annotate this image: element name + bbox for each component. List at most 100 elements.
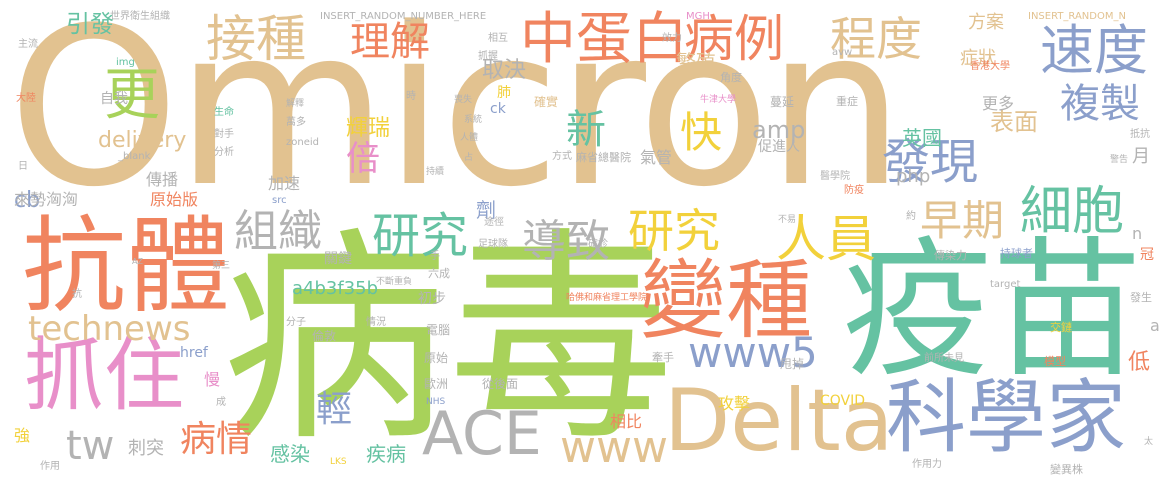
word-a: a	[1150, 316, 1160, 335]
word-xiangbi: 相比	[610, 412, 643, 431]
word-zaoqi: 早期	[920, 196, 1005, 245]
word-manyan: 蔓延	[770, 95, 795, 109]
word-renyuan: 人員	[776, 210, 876, 268]
word-xin: 新	[566, 107, 606, 153]
word-hku: 香港大學	[970, 61, 1010, 72]
word-fasheng: 發生	[1130, 291, 1152, 304]
word-img: img	[116, 57, 135, 68]
word-zhuliu: 主流	[18, 39, 38, 50]
word-yue: 月	[1132, 146, 1150, 167]
word-zuoyongli: 作用力	[912, 459, 942, 470]
word-tai: 太	[1144, 437, 1154, 447]
word-zoneid: zoneid	[286, 137, 319, 148]
word-xitong: 系統	[464, 115, 483, 125]
word-tujing: 途徑	[484, 217, 504, 228]
word-who: 世界衛生組織	[110, 11, 170, 22]
word-fangyi: 防疫	[844, 185, 864, 196]
word-wanduo: 萬多	[286, 117, 306, 128]
word-oxford: 牛津大學	[700, 95, 737, 105]
word-cujinren: 促進人	[758, 139, 800, 155]
word-shuaiding: 甩掉	[780, 357, 805, 371]
word-avw: avw	[832, 47, 853, 58]
word-chubu: 初步	[418, 291, 446, 307]
word-lijie: 理解	[350, 19, 430, 65]
word-qujue: 取決	[482, 58, 527, 83]
word-qianshou: 牽手	[652, 351, 674, 364]
word-sangshi: 喪失	[454, 95, 473, 105]
word-yingguo: 英國	[902, 126, 942, 150]
word-gengduo: 更多	[982, 94, 1015, 113]
word-lks: LKS	[330, 457, 347, 467]
word-www: www	[560, 422, 668, 473]
word-shi: 時	[406, 91, 416, 102]
word-n: n	[1132, 224, 1143, 243]
word-ziwo: 自我	[100, 91, 128, 107]
word-fangshi: 方式	[552, 151, 572, 162]
word-duishou: 對手	[214, 129, 234, 140]
word-jibing: 疾病	[366, 442, 406, 466]
word-yimiao: 疫苗	[842, 224, 1143, 398]
word-daozhi: 導致	[522, 216, 610, 267]
word-guanjian: 關鍵	[324, 251, 352, 267]
word-bingqing: 病情	[180, 419, 253, 460]
word-biaomian: 表面	[990, 108, 1038, 136]
word-laishi: 來勢洶洶	[14, 190, 79, 209]
word-buyi: 不易	[778, 215, 797, 225]
word-renti: 人體	[460, 133, 479, 143]
word-dalu: 大陸	[16, 93, 36, 104]
word-fei: 肺	[497, 85, 511, 101]
word-shengming: 生命	[214, 107, 234, 118]
word-qingkuang: 情況	[366, 317, 386, 328]
word-fuzhi: 複製	[1060, 81, 1140, 127]
word-zhengzhuang: 症狀	[960, 48, 996, 69]
word-bingdu: 病毒	[222, 209, 675, 472]
word-zhuawo: 抓握	[478, 51, 498, 62]
word-shifou: 確實	[534, 95, 559, 109]
word-tw: tw	[66, 423, 115, 469]
word-chiqiuzhe: 持球者	[1000, 247, 1033, 260]
word-yinfa: 引發	[66, 10, 114, 38]
word-gongji: 攻擊	[718, 394, 751, 413]
word-insert2: INSERT_RANDOM_N	[1028, 11, 1126, 22]
word-ganran: 感染	[270, 442, 310, 466]
word-xianghu: 相互	[488, 33, 508, 44]
word-chengdu: 程度	[830, 12, 922, 66]
word-ouzhou: 歐洲	[424, 377, 449, 391]
word-moxing: 模型	[1044, 355, 1066, 368]
word-xiaoli: 效力	[662, 33, 682, 44]
word-fenxi: 分析	[214, 147, 234, 158]
word-liucheng: 六成	[428, 267, 450, 280]
word-fenzi: 分子	[286, 317, 306, 328]
word-zhuazhu: 抓住	[24, 329, 184, 422]
word-di: 低	[1128, 350, 1151, 375]
word-kangti: 抗體	[22, 205, 231, 327]
word-technews: technews	[28, 309, 191, 349]
word-blank: _blank	[118, 151, 151, 162]
word-amp: amp	[752, 116, 806, 144]
word-man: 慢	[204, 370, 221, 389]
word-qiansuo: 前所未見	[924, 353, 964, 364]
word-shou: 手	[430, 251, 440, 262]
word-chuanbo: 傳播	[146, 170, 179, 189]
word-cb: cb	[14, 188, 41, 213]
word-jiezhong: 接種	[206, 10, 306, 68]
word-jinggao: 警告	[1110, 155, 1129, 165]
word-kexuejia: 科學家	[886, 371, 1126, 464]
word-buduan: 不斷重負	[376, 277, 413, 287]
word-a4b3f35b: a4b3f35b	[292, 278, 379, 299]
word-target: target	[990, 279, 1021, 290]
word-href: href	[180, 345, 208, 361]
word-jiaodu: 角度	[720, 71, 742, 84]
word-delivery: delivery	[98, 128, 187, 153]
word-yanjiu2: 研究	[372, 208, 469, 264]
word-zuqiudui: 足球隊	[478, 239, 508, 250]
word-php: php	[896, 166, 931, 187]
word-mayo: 麻省總醫院	[576, 151, 631, 164]
word-zuoyong: 作用	[40, 461, 60, 472]
word-bei: 倍	[346, 139, 380, 179]
word-delta: Delta	[664, 371, 894, 471]
word-citu: 刺突	[128, 438, 164, 459]
word-jiasu: 加速	[268, 174, 301, 193]
word-qiang: 強	[14, 426, 31, 445]
